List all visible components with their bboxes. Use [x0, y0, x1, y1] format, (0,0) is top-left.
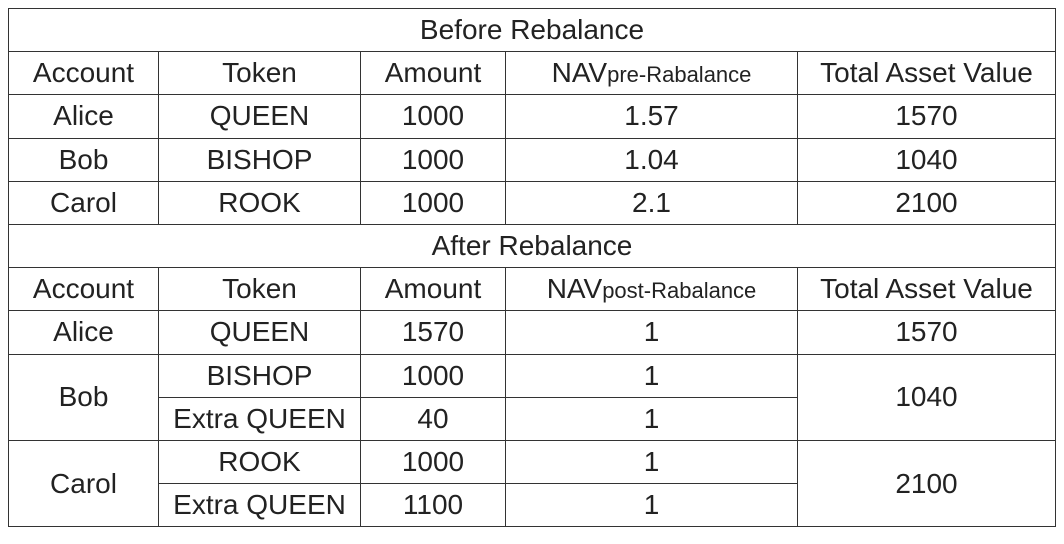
token-cell: Extra QUEEN — [158, 396, 361, 441]
token-cell: BISHOP — [158, 137, 361, 182]
amount-cell: 1000 — [360, 353, 506, 398]
nav-label: NAV — [546, 273, 603, 305]
total-cell: 2100 — [797, 180, 1056, 225]
header-cell: Token — [158, 267, 361, 312]
data-row: Bob BISHOP 1000 1.04 1040 — [8, 137, 1056, 182]
data-row: Alice QUEEN 1570 1 1570 — [8, 310, 1056, 355]
token-cell: QUEEN — [158, 94, 361, 139]
account-cell: Alice — [8, 94, 159, 139]
nav-cell: 1 — [505, 483, 798, 528]
amount-cell: 1000 — [360, 137, 506, 182]
amount-cell: 1100 — [360, 483, 506, 528]
header-cell: Amount — [360, 267, 506, 312]
nav-subscript: pre-Rabalance — [607, 62, 752, 88]
header-row: Account Token Amount NAVpre-Rabalance Total … — [8, 51, 1056, 96]
header-cell: NAVpost-Rabalance — [505, 267, 798, 312]
data-row: Bob BISHOP 1000 1 1040 — [8, 353, 1056, 441]
header-cell: Account — [8, 51, 159, 96]
total-cell: 1040 — [797, 353, 1056, 441]
total-cell: 1570 — [797, 94, 1056, 139]
rebalance-table: Before Rebalance Account Token Amount NAVpre… — [8, 7, 1056, 528]
header-cell: Amount — [360, 51, 506, 96]
nav-label: NAV — [551, 57, 608, 89]
header-row: Account Token Amount NAVpost-Rabalance Total… — [8, 267, 1056, 312]
token-cell: ROOK — [158, 439, 361, 485]
table-container: Before Rebalance Account Token Amount NAVpre… — [8, 7, 1056, 528]
header-cell: Account — [8, 267, 159, 312]
token-cell: QUEEN — [158, 310, 361, 355]
header-cell: Total Asset Value — [797, 267, 1056, 312]
token-cell: Extra QUEEN — [158, 483, 361, 528]
amount-cell: 1000 — [360, 180, 506, 225]
account-cell: Bob — [8, 137, 159, 182]
nav-cell: 2.1 — [505, 180, 798, 225]
data-row: Extra QUEEN 1100 1 — [9, 483, 1056, 528]
nav-cell: 1 — [505, 353, 798, 398]
header-cell: NAVpre-Rabalance — [505, 51, 798, 96]
nav-subscript: post-Rabalance — [602, 278, 757, 304]
data-row: Alice QUEEN 1000 1.57 1570 — [8, 94, 1056, 139]
token-cell: ROOK — [158, 180, 361, 225]
token-cell: BISHOP — [158, 353, 361, 398]
data-row: Carol ROOK 1000 1 2100 — [8, 439, 1056, 528]
nav-cell: 1.04 — [505, 137, 798, 182]
section-title-row: After Rebalance — [8, 223, 1056, 269]
nav-cell: 1 — [505, 310, 798, 355]
section-title: Before Rebalance — [8, 7, 1056, 53]
total-cell: 1570 — [797, 310, 1056, 355]
data-row: Extra QUEEN 40 1 — [9, 396, 1056, 441]
header-cell: Token — [158, 51, 361, 96]
header-cell: Total Asset Value — [797, 51, 1056, 96]
total-cell: 1040 — [797, 137, 1056, 182]
section-title: After Rebalance — [8, 223, 1056, 269]
account-cell: Bob — [8, 353, 159, 441]
data-row: Carol ROOK 1000 2.1 2100 — [8, 180, 1056, 225]
nav-cell: 1.57 — [505, 94, 798, 139]
total-cell: 2100 — [797, 439, 1056, 528]
nav-cell: 1 — [505, 439, 798, 485]
account-cell: Alice — [8, 310, 159, 355]
account-cell: Carol — [8, 439, 159, 528]
amount-cell: 40 — [360, 396, 506, 441]
account-cell: Carol — [8, 180, 159, 225]
amount-cell: 1000 — [360, 439, 506, 485]
amount-cell: 1000 — [360, 94, 506, 139]
nav-cell: 1 — [505, 396, 798, 441]
amount-cell: 1570 — [360, 310, 506, 355]
section-title-row: Before Rebalance — [8, 7, 1056, 53]
